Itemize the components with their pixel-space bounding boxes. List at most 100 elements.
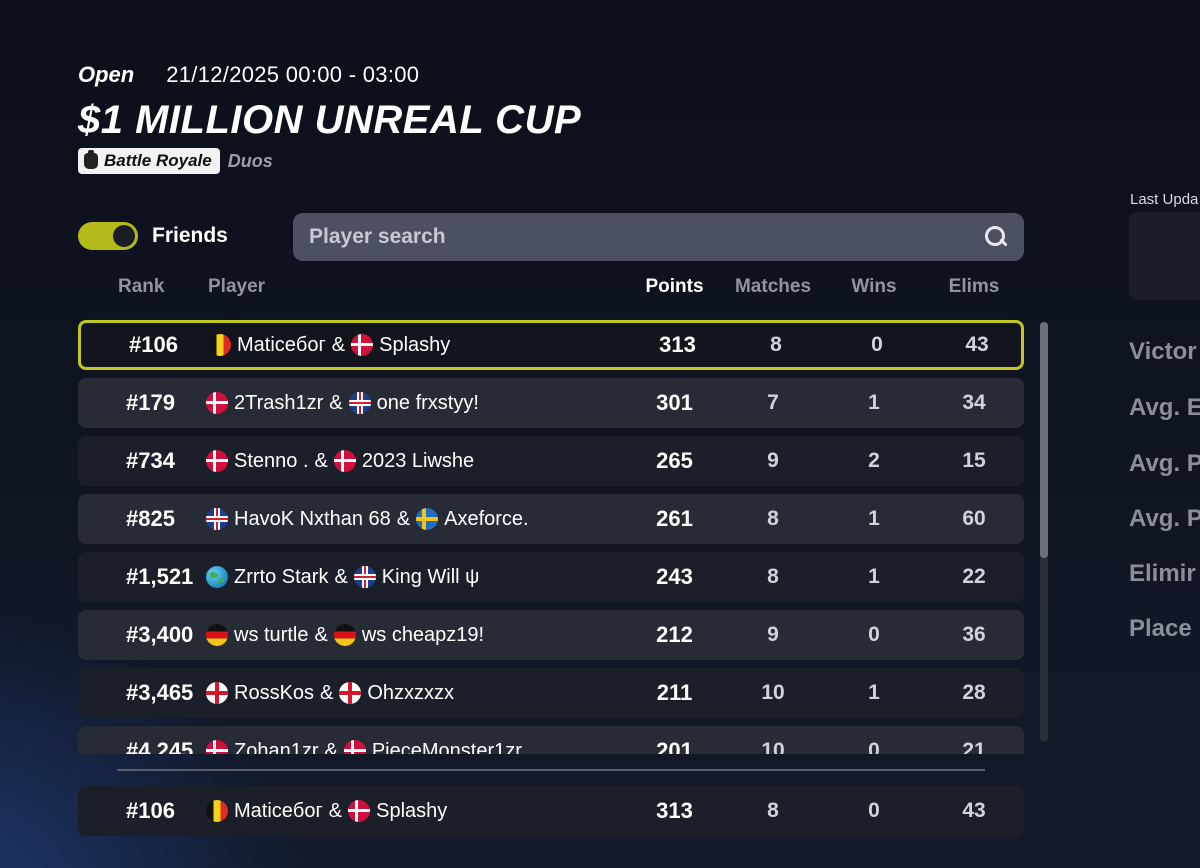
scrollbar-thumb[interactable] — [1040, 322, 1048, 558]
player2-name[interactable]: Axeforce. — [444, 507, 529, 530]
player2-name[interactable]: one frxstyy! — [376, 391, 479, 414]
player1-flag-icon — [206, 392, 228, 414]
entry-elims: 28 — [962, 681, 986, 704]
player2-flag-icon — [343, 740, 366, 754]
entry-matches: 7 — [767, 391, 779, 414]
leaderboard-row[interactable]: #1,521 Zrrto Stark & King Will ψ 243 8 1… — [78, 552, 1024, 602]
player2-name[interactable]: Ohzxzxzx — [367, 681, 455, 704]
player1-name[interactable]: Maticeбог — [237, 333, 326, 356]
player1-flag-icon — [206, 624, 228, 646]
player-search-bar[interactable] — [293, 213, 1024, 261]
entry-wins: 1 — [868, 507, 880, 530]
leaderboard-row[interactable]: #825 HavoK Nxthan 68 & Axeforce. 261 8 1… — [78, 494, 1024, 544]
player1-flag-icon — [206, 800, 228, 822]
entry-elims: 15 — [962, 449, 986, 472]
entry-players: 2Trash1zr & one frxstyy! — [206, 378, 479, 428]
entry-players: ws turtle & ws cheapz19! — [206, 610, 484, 660]
entry-rank: #106 — [126, 798, 175, 823]
friends-filter[interactable]: Friends — [78, 222, 228, 250]
entry-rank: #106 — [129, 332, 178, 357]
column-header-rank[interactable]: Rank — [118, 276, 165, 297]
entry-players: HavoK Nxthan 68 & Axeforce. — [206, 494, 529, 544]
entry-matches: 9 — [767, 623, 779, 646]
entry-wins: 1 — [868, 565, 880, 588]
player2-flag-icon — [348, 800, 371, 822]
entry-wins: 0 — [868, 623, 880, 646]
column-header-elims[interactable]: Elims — [948, 276, 1000, 297]
entry-points: 201 — [656, 738, 693, 754]
player1-name[interactable]: HavoK Nxthan 68 — [234, 507, 391, 530]
entry-matches: 10 — [761, 739, 785, 754]
entry-points: 265 — [656, 448, 693, 473]
player2-name[interactable]: Splashy — [376, 799, 448, 822]
entry-points: 313 — [656, 798, 693, 823]
player2-name[interactable]: King Will ψ — [381, 565, 480, 588]
leaderboard-list[interactable]: #106 Maticeбог & Splashy 313 8 0 43 #179… — [78, 320, 1024, 754]
entry-points: 301 — [656, 390, 693, 415]
entry-points: 211 — [656, 680, 693, 705]
entry-points: 212 — [656, 622, 693, 647]
player2-name[interactable]: Splashy — [379, 333, 451, 356]
friends-label: Friends — [152, 224, 228, 247]
player-separator: & — [331, 333, 346, 356]
player-separator: & — [334, 565, 348, 588]
search-icon[interactable] — [984, 225, 1008, 249]
entry-points: 313 — [659, 332, 696, 357]
leaderboard-scrollbar[interactable] — [1040, 322, 1048, 742]
leaderboard-row[interactable]: #734 Stenno . & 2023 Liwshe 265 9 2 15 — [78, 436, 1024, 486]
column-header-matches[interactable]: Matches — [734, 276, 812, 297]
player2-flag-icon — [348, 392, 371, 414]
entry-rank: #734 — [126, 448, 175, 473]
entry-matches: 8 — [767, 507, 779, 530]
event-date: 21/12/2025 00:00 - 03:00 — [166, 62, 420, 87]
entry-matches: 10 — [761, 681, 785, 704]
entry-points: 243 — [656, 564, 693, 589]
player1-name[interactable]: ws turtle — [234, 623, 309, 646]
entry-wins: 1 — [868, 391, 880, 414]
entry-rank: #1,521 — [126, 564, 194, 589]
entry-players: RossKos & Ohzxzxzx — [206, 668, 454, 718]
leaderboard-row[interactable]: #3,465 RossKos & Ohzxzxzx 211 10 1 28 — [78, 668, 1024, 718]
team-size-label: Duos — [227, 150, 273, 171]
entry-elims: 36 — [962, 623, 986, 646]
leaderboard-row-own[interactable]: #106 Maticeбог & Splashy 313 8 0 43 — [78, 320, 1024, 370]
entry-elims: 43 — [965, 333, 989, 356]
friends-toggle[interactable] — [78, 222, 138, 250]
leaderboard-row[interactable]: #179 2Trash1zr & one frxstyy! 301 7 1 34 — [78, 378, 1024, 428]
player1-name[interactable]: Stenno . — [234, 449, 309, 472]
entry-points: 261 — [656, 506, 693, 531]
entry-players: Maticeбог & Splashy — [209, 320, 450, 370]
player-separator: & — [314, 623, 328, 646]
player-search-input[interactable] — [309, 225, 984, 249]
entry-rank: #4,245 — [126, 738, 194, 754]
event-title: $1 MILLION UNREAL CUP — [78, 98, 582, 142]
toggle-knob — [113, 225, 135, 247]
column-header-wins[interactable]: Wins — [851, 276, 897, 297]
player1-name[interactable]: RossKos — [234, 681, 315, 704]
entry-wins: 1 — [868, 681, 880, 704]
pinned-row[interactable]: #106 Maticeбог & Splashy 313 8 0 43 — [78, 786, 1024, 836]
leaderboard-row[interactable]: #4,245 Zohan1zr & PieceMonster1zr 201 10… — [78, 726, 1024, 754]
player1-name[interactable]: Maticeбог — [234, 799, 323, 822]
entry-players: Maticeбог & Splashy — [206, 786, 447, 836]
player1-name[interactable]: 2Trash1zr — [234, 391, 324, 414]
entry-rank: #3,465 — [126, 680, 194, 705]
event-tags: Battle Royale Duos — [78, 148, 581, 174]
player2-name[interactable]: ws cheapz19! — [361, 623, 485, 646]
player2-name[interactable]: 2023 Liwshe — [361, 449, 475, 472]
player2-flag-icon — [353, 566, 376, 588]
event-status: Open — [78, 62, 135, 87]
player1-flag-icon — [206, 566, 228, 588]
player1-name[interactable]: Zohan1zr — [234, 739, 319, 755]
player2-name[interactable]: PieceMonster1zr — [371, 739, 522, 755]
player-separator: & — [328, 799, 343, 822]
player-separator: & — [329, 391, 343, 414]
entry-wins: 0 — [868, 739, 880, 754]
leaderboard-row[interactable]: #3,400 ws turtle & ws cheapz19! 212 9 0 … — [78, 610, 1024, 660]
player1-flag-icon — [206, 508, 228, 530]
entry-matches: 8 — [767, 565, 779, 588]
player1-name[interactable]: Zrrto Stark — [234, 565, 329, 588]
column-header-points[interactable]: Points — [645, 276, 704, 297]
column-header-player[interactable]: Player — [208, 276, 266, 297]
entry-players: Stenno . & 2023 Liwshe — [206, 436, 474, 486]
